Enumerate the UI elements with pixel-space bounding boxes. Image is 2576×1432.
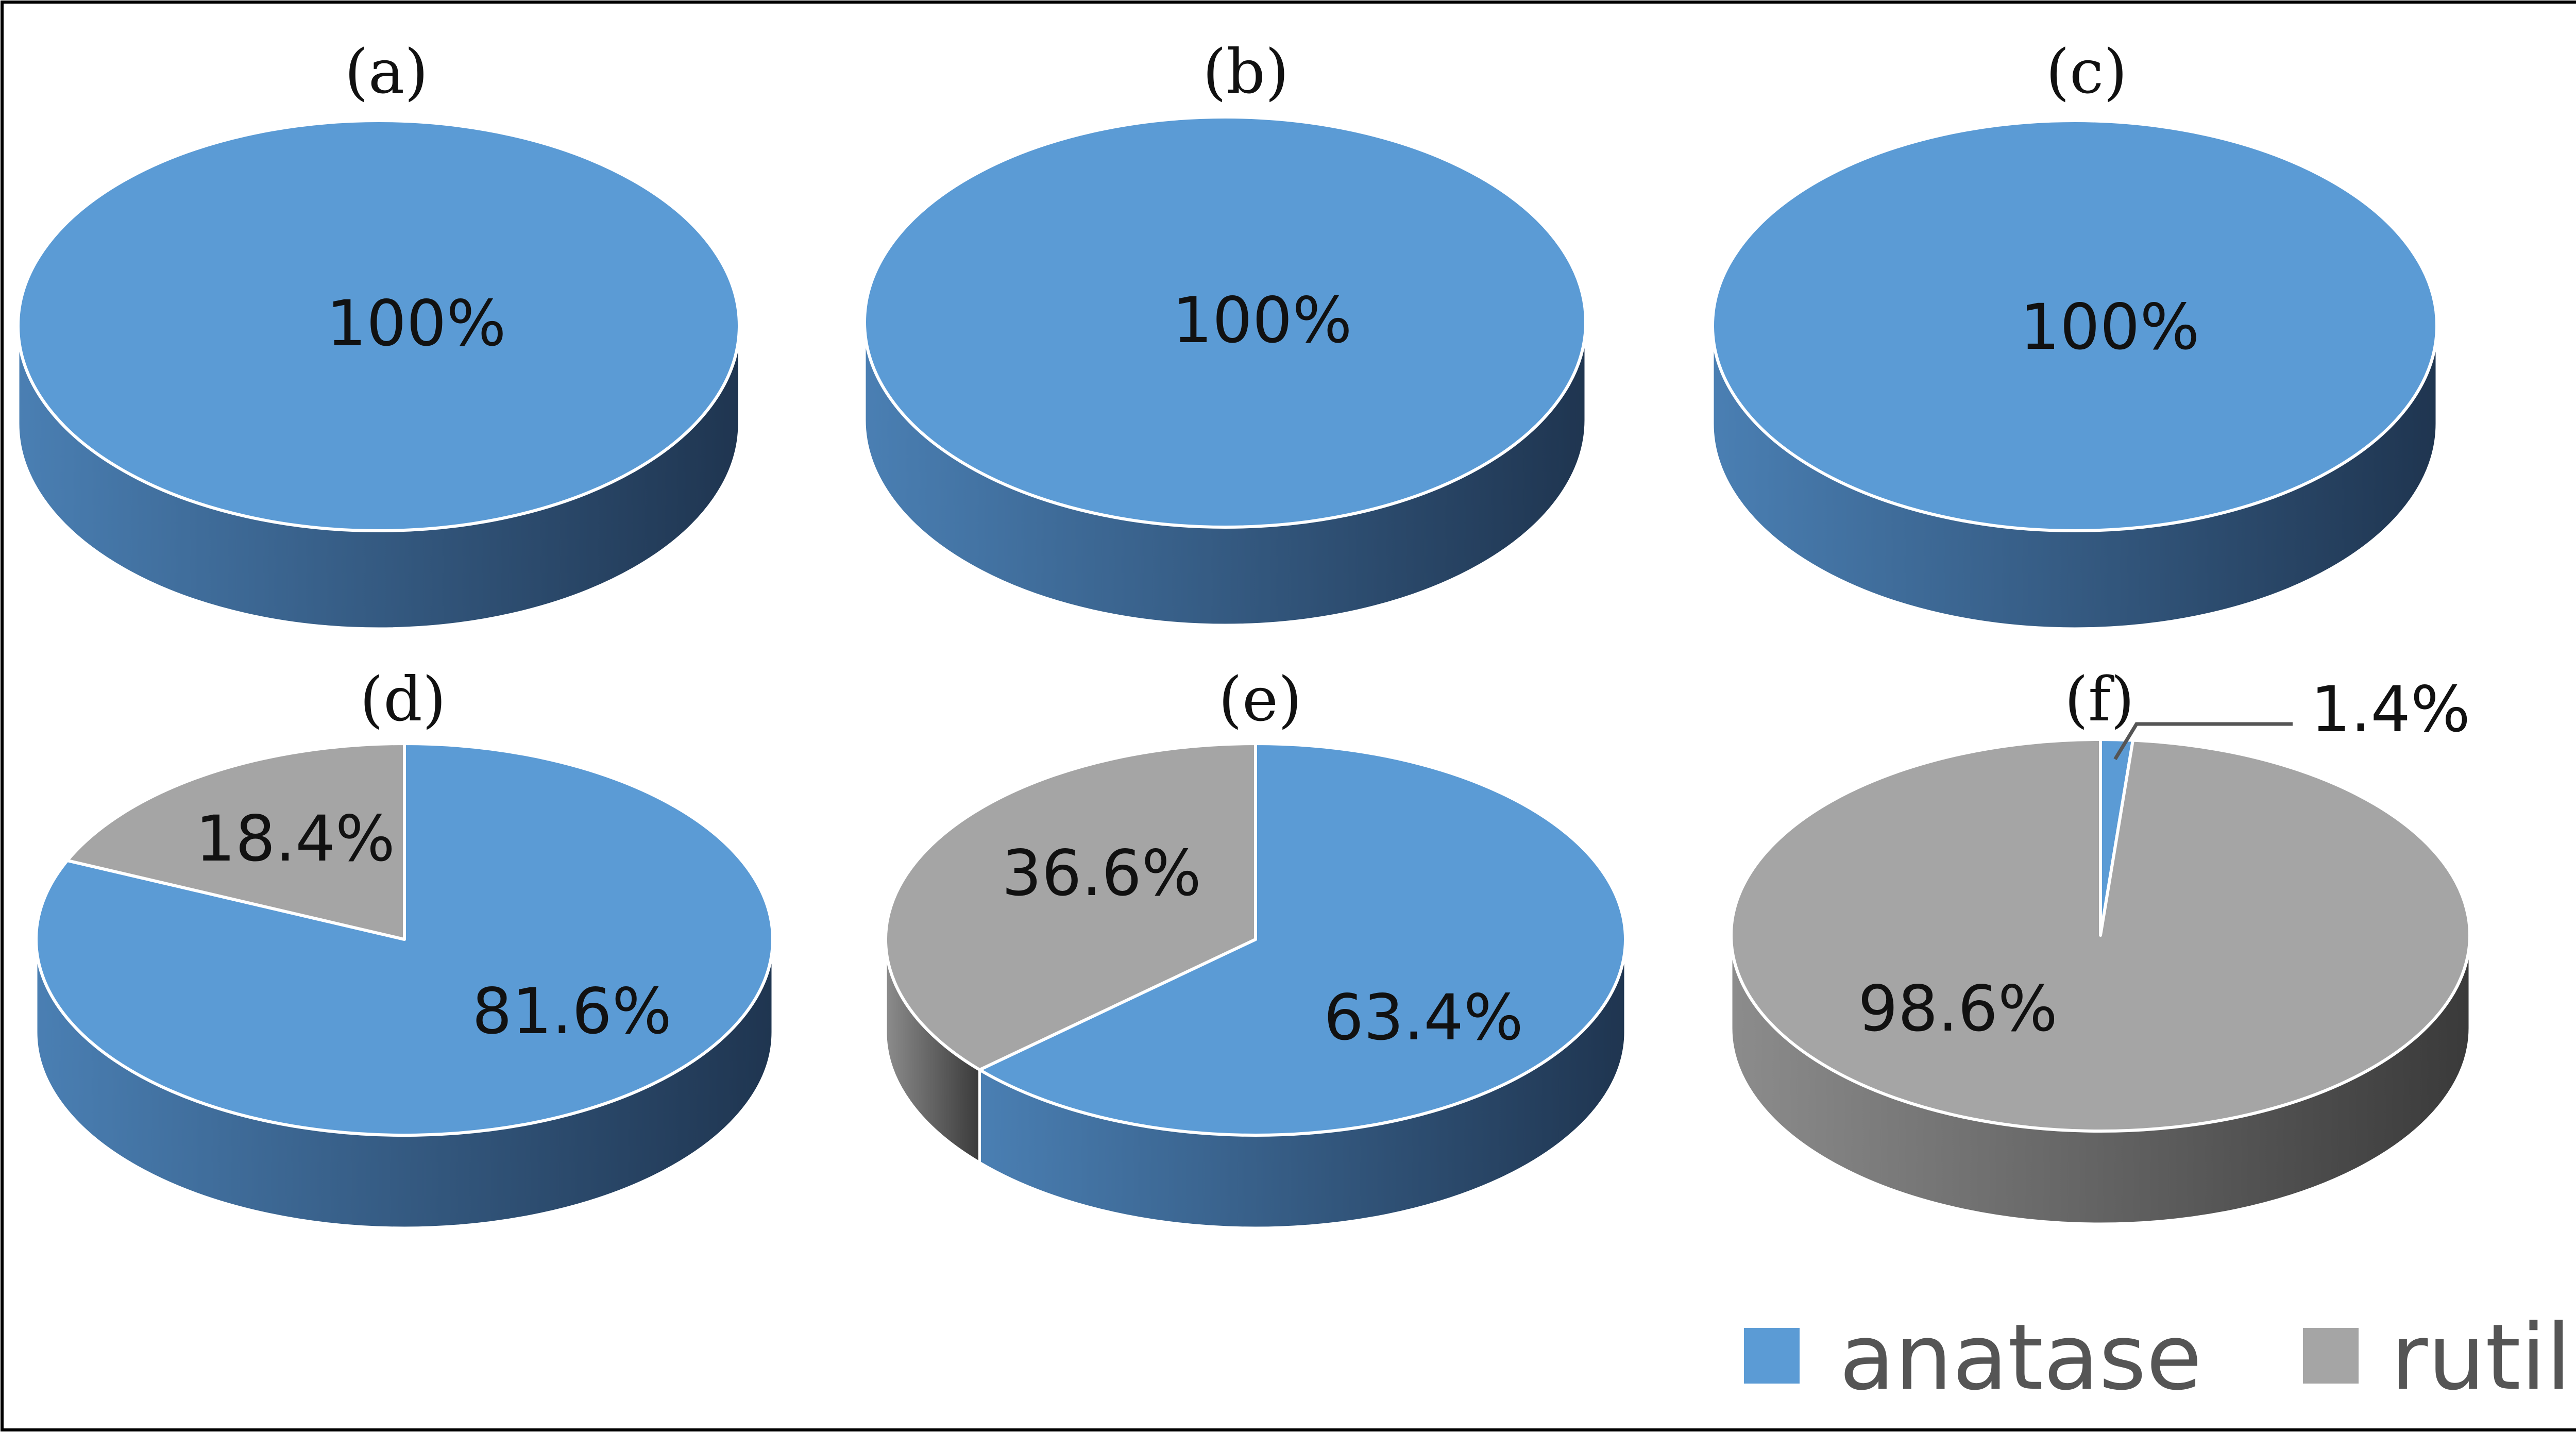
pie-slice-anatase (863, 115, 1587, 529)
pie-slice-anatase (16, 119, 741, 532)
legend-label-rutile: rutile (2391, 1305, 2576, 1410)
panel-label: (c) (2046, 36, 2127, 107)
legend-swatch-anatase (1744, 1328, 1800, 1384)
panel-label: (d) (360, 664, 446, 735)
data-label-anatase: 100% (2020, 291, 2200, 364)
data-label-anatase: 63.4% (1324, 981, 1523, 1054)
panel-label: (a) (345, 36, 428, 107)
pie-chart-e: (e) 63.4% 36.6% (884, 664, 1627, 1229)
pie-slice-anatase (978, 742, 1627, 1137)
legend-label-anatase: anatase (1839, 1305, 2202, 1410)
pie-chart-c: (c) 100% (1711, 36, 2438, 630)
pie-slice-rutile (65, 742, 406, 941)
legend: anatase rutile (1744, 1305, 2576, 1410)
data-label-rutile: 18.4% (195, 802, 395, 875)
panel-label: (e) (1218, 664, 1302, 735)
pie-chart-f: (f) 1.4% 98.6% (1730, 664, 2471, 1225)
panel-label: (f) (2064, 664, 2134, 735)
data-label-anatase: 1.4% (2311, 673, 2470, 746)
legend-swatch-rutile (2303, 1328, 2359, 1384)
data-label-rutile: 98.6% (1858, 972, 2058, 1046)
data-label-anatase: 100% (1173, 284, 1352, 357)
pie-chart-b: (b) 100% (863, 36, 1587, 627)
pie-chart-a: (a) 100% (16, 36, 741, 630)
data-label-anatase: 81.6% (472, 975, 672, 1048)
panel-label: (b) (1202, 36, 1289, 107)
pie-slice-anatase (1711, 119, 2438, 532)
pie-slice-rutile (1730, 738, 2471, 1133)
data-label-rutile: 36.6% (1002, 837, 1201, 910)
pie-slice-rutile (884, 742, 1257, 1072)
leader-line (2113, 722, 2293, 761)
pie-chart-d: (d) 81.6% 18.4% (35, 664, 774, 1229)
data-label-anatase: 100% (327, 287, 506, 360)
